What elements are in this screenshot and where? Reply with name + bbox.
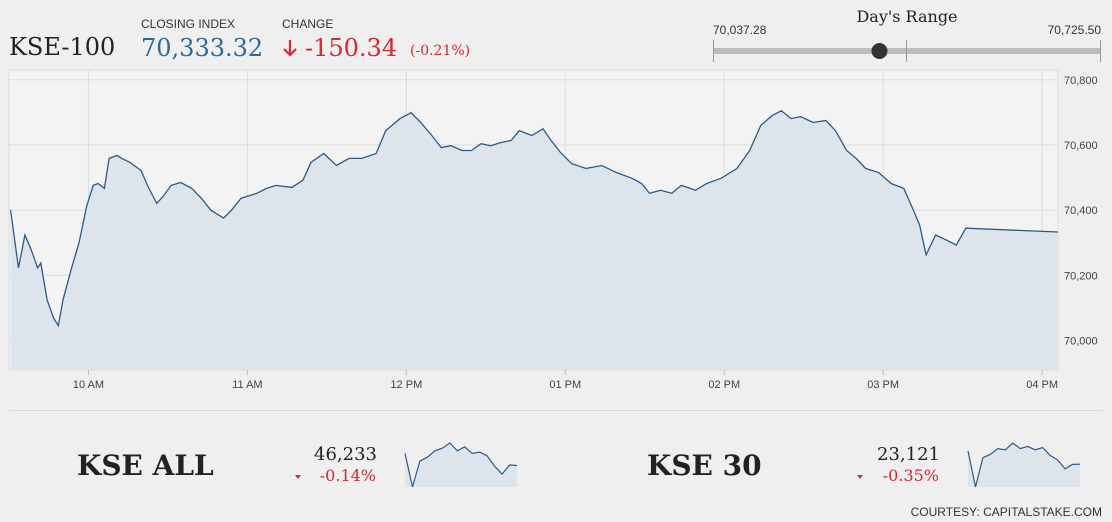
down-triangle xyxy=(857,475,863,479)
sparkline xyxy=(967,442,1081,488)
x-tick-label: 10 AM xyxy=(73,379,104,391)
index-value: 46,233 xyxy=(314,444,377,465)
range-title: Day's Range xyxy=(856,7,957,26)
range-low: 70,037.28 xyxy=(713,23,767,37)
x-tick-label: 02 PM xyxy=(708,379,740,391)
y-tick-label: 70,400 xyxy=(1064,205,1098,217)
down-arrow xyxy=(283,40,297,57)
closing-index: 70,333.32 xyxy=(141,34,263,62)
footer: COURTESY: CAPITALSTAKE.COM xyxy=(911,505,1102,519)
sparkline xyxy=(404,442,518,488)
closing-label: CLOSING INDEX xyxy=(141,17,235,31)
x-tick-label: 11 AM xyxy=(232,379,262,391)
x-tick-label: 04 PM xyxy=(1026,379,1058,391)
change: -150.34 xyxy=(305,34,397,62)
sparkline-area xyxy=(968,443,1080,487)
index-change: -0.35% xyxy=(883,466,939,485)
change-percent: (-0.21%) xyxy=(410,43,470,59)
down-triangle xyxy=(295,475,301,479)
range-marker xyxy=(871,43,888,59)
index-value: 23,121 xyxy=(877,444,940,465)
x-tick-label: 01 PM xyxy=(549,379,581,391)
index-name: KSE 30 xyxy=(647,449,762,482)
sparkline-area xyxy=(405,443,517,487)
y-tick-label: 70,600 xyxy=(1064,140,1098,152)
change-label: CHANGE xyxy=(282,17,333,31)
y-tick-label: 70,000 xyxy=(1064,336,1098,348)
range-high: 70,725.50 xyxy=(1048,23,1102,37)
index-change: -0.14% xyxy=(320,466,376,485)
area-fill xyxy=(10,110,1059,371)
price-line xyxy=(9,110,1059,328)
x-tick-label: 03 PM xyxy=(867,379,899,391)
y-tick-label: 70,800 xyxy=(1064,75,1098,87)
x-tick-label: 12 PM xyxy=(390,379,422,391)
index-name: KSE ALL xyxy=(77,449,214,482)
index-name: KSE-100 xyxy=(9,33,115,61)
y-tick-label: 70,200 xyxy=(1064,270,1098,282)
